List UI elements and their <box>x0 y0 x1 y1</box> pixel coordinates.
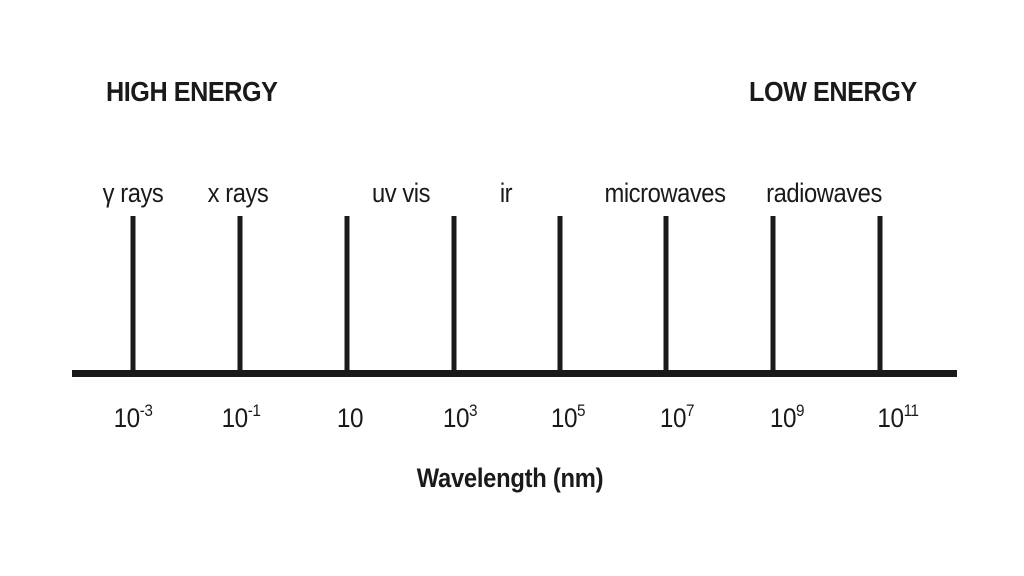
band-label-microwaves: microwaves <box>604 178 726 208</box>
wavelength-axis-line <box>72 370 957 377</box>
scale-label: 105 <box>550 401 586 433</box>
band-label-uv-vis: uv vis <box>371 178 431 208</box>
scale-label: 103 <box>442 401 478 433</box>
tick-mark <box>663 216 669 374</box>
high-energy-label: HIGH ENERGY <box>106 76 278 107</box>
tick-mark <box>237 216 243 374</box>
tick-mark <box>877 216 883 374</box>
low-energy-label: LOW ENERGY <box>749 76 917 107</box>
tick-mark <box>451 216 457 374</box>
band-label-x-rays: x rays <box>207 178 269 208</box>
scale-label: 10 <box>336 403 364 433</box>
scale-label: 1011 <box>877 401 919 433</box>
scale-label: 109 <box>769 401 805 433</box>
tick-mark <box>130 216 136 374</box>
tick-mark <box>770 216 776 374</box>
axis-title: Wavelength (nm) <box>416 463 604 493</box>
tick-mark <box>557 216 563 374</box>
band-label-radiowaves: radiowaves <box>766 178 882 208</box>
scale-label: 10-1 <box>221 401 261 433</box>
band-label-ir: ir <box>499 178 513 208</box>
scale-label: 107 <box>659 401 695 433</box>
scale-label: 10-3 <box>113 401 153 433</box>
band-label-gamma-rays: γ rays <box>102 178 164 208</box>
tick-mark <box>344 216 350 374</box>
